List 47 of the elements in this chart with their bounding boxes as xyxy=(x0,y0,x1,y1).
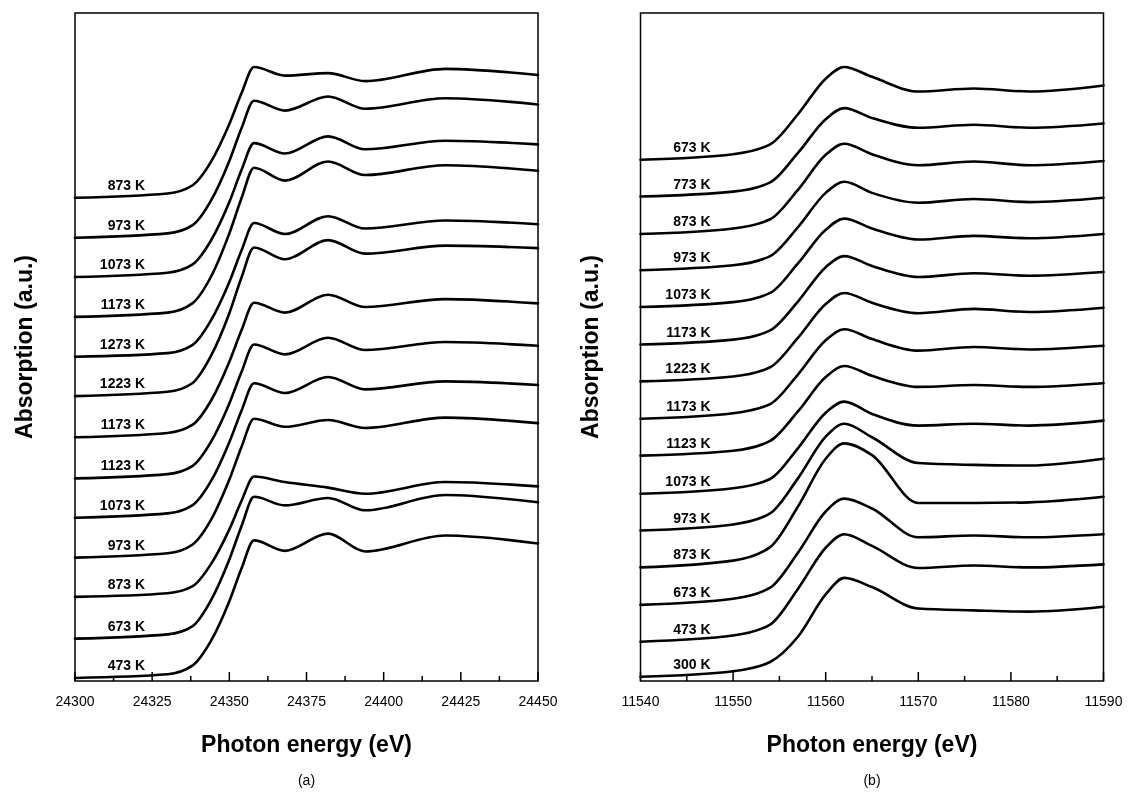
series-label: 1273 K xyxy=(99,335,145,352)
x-tick-label: 11580 xyxy=(991,693,1031,709)
y-axis-title: Absorption (a.u.) xyxy=(11,255,37,439)
series-label: 473 K xyxy=(673,620,711,637)
x-tick-label: 24425 xyxy=(441,693,481,709)
series-label: 1173 K xyxy=(100,295,145,312)
text: (b) xyxy=(863,772,881,788)
x-tick-label: 24450 xyxy=(518,693,558,709)
x-tick-label: 24375 xyxy=(287,693,327,709)
series-label: 1073 K xyxy=(99,255,145,272)
x-axis-title: Photon energy (eV) xyxy=(201,731,412,757)
y-axis-title: Absorption (a.u.) xyxy=(576,255,603,439)
text: (a) xyxy=(297,772,316,788)
series-label: 673 K xyxy=(107,617,145,634)
series-label: 973 K xyxy=(673,249,711,266)
x-tick-label: 24400 xyxy=(364,693,404,709)
series-label: 300 K xyxy=(673,655,711,672)
series-label: 873 K xyxy=(673,213,711,230)
series-label: 773 K xyxy=(673,175,711,192)
series-label: 673 K xyxy=(673,138,711,155)
series-label: 673 K xyxy=(673,583,711,600)
x-tick-label: 11560 xyxy=(806,693,845,709)
series-label: 1173 K xyxy=(666,323,711,340)
series-label: 1173 K xyxy=(666,397,711,414)
x-axis-title: Photon energy (eV) xyxy=(766,731,978,757)
series-label: 1073 K xyxy=(99,496,145,513)
x-tick-label: 24325 xyxy=(132,693,172,709)
series-label: 1173 K xyxy=(100,416,145,433)
series-label: 973 K xyxy=(673,509,711,526)
x-tick-label: 24350 xyxy=(209,693,250,709)
series-label: 1223 K xyxy=(665,360,711,377)
series-label: 873 K xyxy=(107,575,145,592)
series-label: 1073 K xyxy=(665,472,711,489)
series-label: 1123 K xyxy=(100,457,145,474)
series-label: 973 K xyxy=(107,216,145,233)
series-label: 1073 K xyxy=(665,286,711,303)
x-tick-label: 11570 xyxy=(899,693,938,709)
x-tick-label: 11550 xyxy=(714,693,753,709)
series-label: 1123 K xyxy=(666,434,711,451)
x-tick-label: 11590 xyxy=(1084,693,1123,709)
series-label: 1223 K xyxy=(99,375,145,392)
x-tick-label: 11540 xyxy=(621,693,660,709)
series-label: 873 K xyxy=(107,176,145,193)
series-label: 473 K xyxy=(107,656,145,673)
series-label: 873 K xyxy=(673,546,711,563)
x-tick-label: 24300 xyxy=(55,693,95,709)
series-label: 973 K xyxy=(107,536,145,553)
